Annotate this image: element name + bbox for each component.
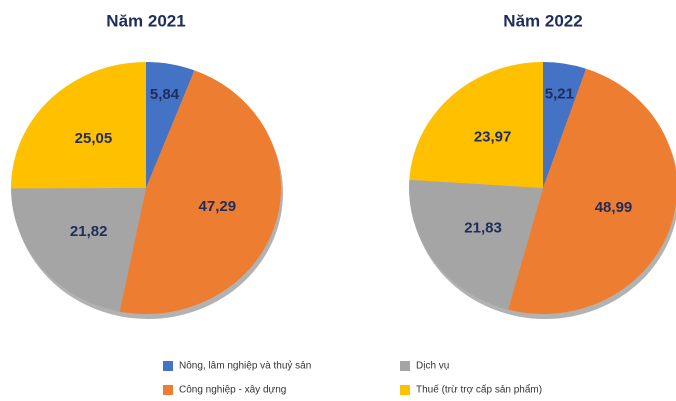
chart-title: Năm 2022	[503, 11, 582, 30]
pie-slice	[11, 62, 147, 189]
legend-label: Nông, lâm nghiệp và thuỷ sản	[179, 360, 311, 372]
legend-label: Thuế (trừ trợ cấp sản phẩm)	[416, 384, 542, 396]
value-label: 5,84	[150, 86, 180, 103]
value-label: 47,29	[199, 198, 237, 215]
pie-slice	[543, 62, 587, 188]
pie-slice	[508, 68, 676, 314]
legend-swatch	[163, 385, 173, 395]
pie-slice	[11, 188, 146, 312]
pie-slice	[146, 62, 195, 188]
legend-swatch	[400, 385, 410, 395]
value-label: 23,97	[474, 128, 512, 145]
chart-title: Năm 2021	[106, 11, 185, 30]
legend-swatch	[400, 361, 410, 371]
value-label: 5,21	[545, 86, 574, 103]
value-label: 25,05	[75, 130, 113, 147]
value-label: 21,82	[70, 223, 108, 240]
pie-slice	[119, 70, 282, 315]
legend-label: Dịch vụ	[416, 361, 449, 372]
value-label: 21,83	[464, 219, 502, 236]
pie-slice	[409, 62, 543, 188]
legend-label: Công nghiệp - xây dựng	[179, 385, 286, 396]
legend-swatch	[163, 361, 173, 371]
value-label: 48,99	[595, 199, 633, 216]
pie-slice	[409, 179, 543, 310]
